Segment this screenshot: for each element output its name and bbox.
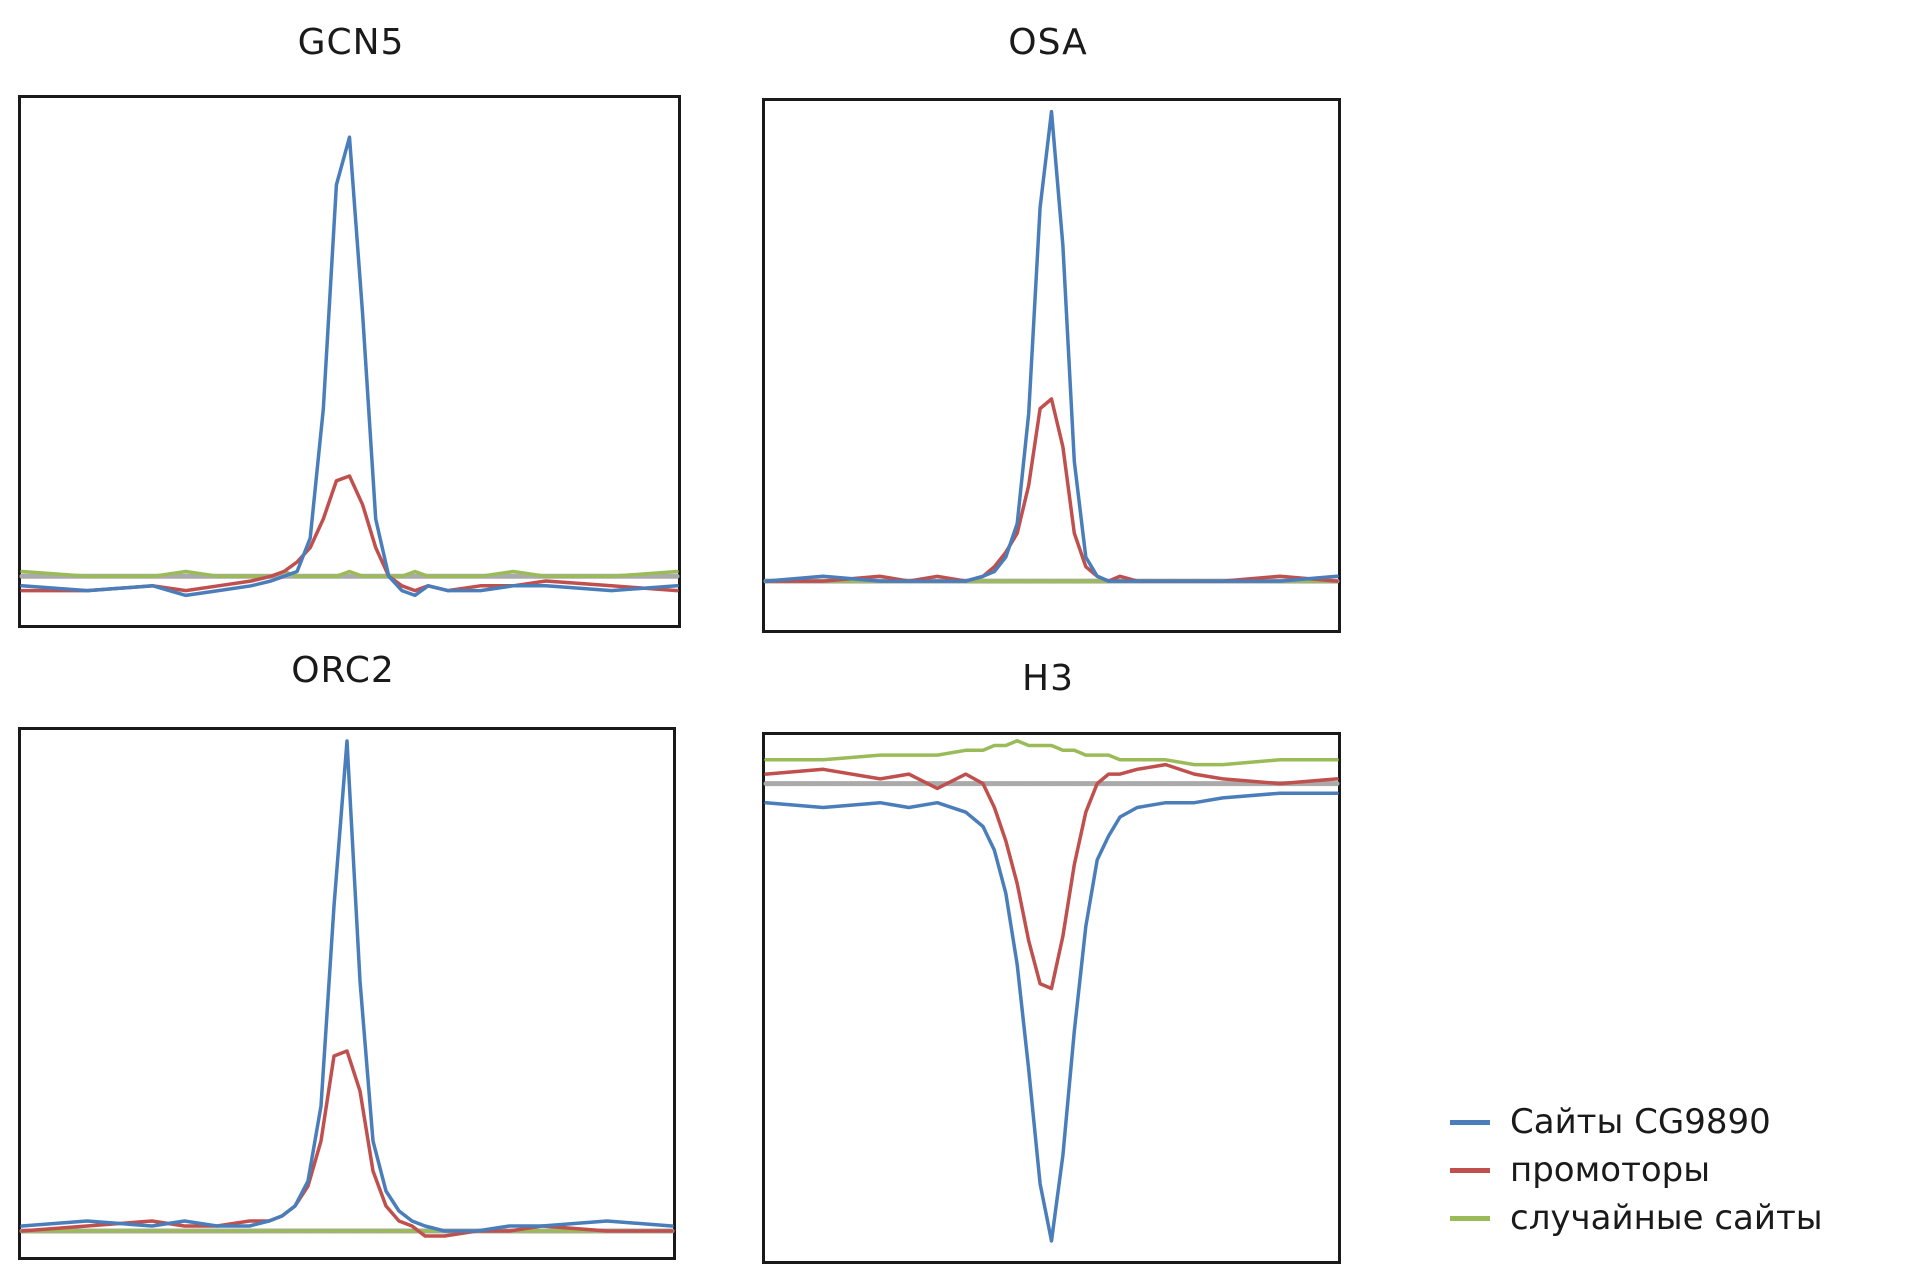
- plot-frame-h3: [762, 732, 1341, 1264]
- plot-frame-gcn5: [18, 95, 681, 628]
- plot-frame-orc2: [18, 727, 676, 1260]
- legend: Сайты CG9890 промоторы случайные сайты: [1450, 1098, 1823, 1242]
- plot-h3: [762, 732, 1341, 1264]
- series-line-cg9890-sites-h3: [764, 791, 1339, 1243]
- series-line-random-sites-h3: [764, 739, 1339, 767]
- series-line-cg9890-sites-gcn5: [20, 135, 679, 598]
- legend-label-random: случайные сайты: [1510, 1198, 1823, 1238]
- series-line-promoters-gcn5: [20, 474, 679, 593]
- plot-orc2: [18, 727, 676, 1260]
- legend-swatch-red: [1450, 1167, 1490, 1173]
- legend-swatch-blue: [1450, 1119, 1490, 1125]
- plot-osa: [762, 98, 1341, 633]
- panel-title-orc2: ORC2: [291, 650, 395, 691]
- series-line-promoters-h3: [764, 762, 1339, 991]
- legend-item-cg9890: Сайты CG9890: [1450, 1098, 1823, 1146]
- legend-label-promoters: промоторы: [1510, 1150, 1711, 1190]
- panel-title-osa: OSA: [1008, 22, 1088, 63]
- plot-gcn5: [18, 95, 681, 628]
- series-line-cg9890-sites-osa: [764, 109, 1339, 583]
- panel-title-gcn5: GCN5: [297, 22, 405, 63]
- series-line-cg9890-sites-orc2: [20, 739, 674, 1233]
- legend-item-random: случайные сайты: [1450, 1194, 1823, 1242]
- plot-frame-osa: [762, 98, 1341, 633]
- series-line-random-sites-gcn5: [20, 569, 679, 579]
- legend-swatch-green: [1450, 1215, 1490, 1221]
- legend-item-promoters: промоторы: [1450, 1146, 1823, 1194]
- panel-title-h3: H3: [1022, 658, 1074, 699]
- legend-label-cg9890: Сайты CG9890: [1510, 1102, 1771, 1142]
